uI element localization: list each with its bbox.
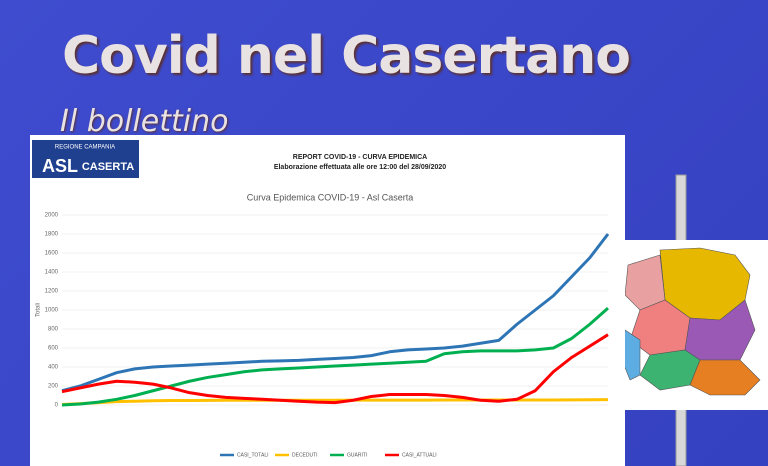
series-line bbox=[61, 333, 609, 405]
legend-label: CASI_TOTALI bbox=[237, 452, 269, 458]
y-axis-label: Totali bbox=[36, 303, 42, 317]
y-tick-label: 0 bbox=[55, 403, 59, 409]
y-tick-label: 1400 bbox=[45, 270, 59, 276]
map-region bbox=[689, 359, 761, 396]
y-tick-label: 600 bbox=[48, 346, 59, 352]
logo-region: REGIONE CAMPANIA bbox=[55, 145, 115, 151]
logo-box bbox=[32, 140, 139, 178]
report-subtitle: Elaborazione effettuata alle ore 12:00 d… bbox=[274, 164, 446, 171]
series-line bbox=[61, 306, 609, 407]
y-tick-label: 1800 bbox=[45, 232, 59, 238]
logo-org: ASL bbox=[42, 156, 78, 176]
legend-label: GUARITI bbox=[347, 452, 367, 458]
logo-city: CASERTA bbox=[82, 161, 134, 173]
subheadline: Il bollettino bbox=[60, 104, 229, 139]
legend-label: DECEDUTI bbox=[292, 452, 318, 458]
y-tick-label: 200 bbox=[48, 384, 59, 390]
chart-title: Curva Epidemica COVID-19 - Asl Caserta bbox=[247, 192, 414, 202]
y-tick-label: 2000 bbox=[45, 213, 59, 219]
y-tick-label: 1000 bbox=[45, 308, 59, 314]
y-tick-label: 1600 bbox=[45, 251, 59, 257]
chart: REGIONE CAMPANIA ASL CASERTA REPORT COVI… bbox=[30, 135, 625, 466]
y-tick-label: 400 bbox=[48, 365, 59, 371]
legend-label: CASI_ATTUALI bbox=[402, 452, 437, 458]
headline: Covid nel Casertano bbox=[62, 26, 631, 86]
y-tick-label: 800 bbox=[48, 327, 59, 333]
chart-panel bbox=[30, 135, 625, 466]
y-tick-label: 1200 bbox=[45, 289, 59, 295]
report-title: REPORT COVID-19 - CURVA EPIDEMICA bbox=[293, 154, 427, 161]
series-line bbox=[61, 233, 610, 393]
